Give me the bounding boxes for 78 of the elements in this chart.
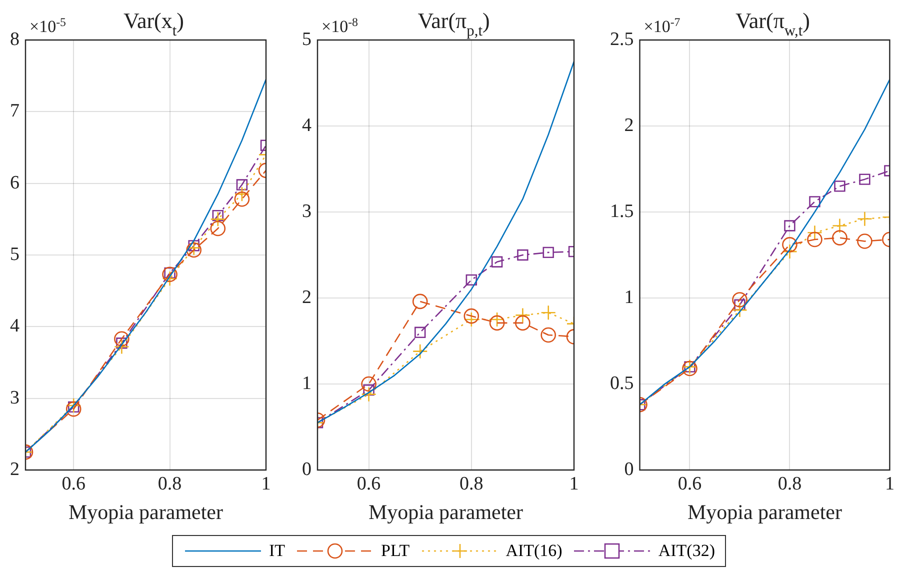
point [857,234,872,249]
point [732,302,748,318]
point [412,294,428,310]
point [784,220,796,232]
y-tick-label: 5 [10,244,20,265]
y-tick-label: 2.5 [610,28,634,50]
legend-label: AIT(32) [658,541,716,561]
point [782,244,798,260]
point [540,327,556,343]
point [114,339,130,354]
point [236,179,248,190]
point [489,312,505,328]
point [210,220,226,236]
y-tick-label: 4 [302,114,312,136]
x-axis-title: Myopia parameter [68,500,224,524]
x-tick-label: 0.6 [62,473,86,494]
point [832,230,848,246]
y-tick-label: 3 [302,200,312,222]
x-axis-title: Myopia parameter [687,500,842,524]
x-tick-label: 1 [569,473,579,494]
point [210,212,226,227]
point [489,315,505,331]
point [834,180,846,192]
x-tick-label: 1 [884,473,894,494]
y-tick-label: 8 [10,28,20,50]
point [414,326,426,338]
point [859,174,870,185]
point [515,308,530,323]
y-tick-label: 4 [10,316,20,337]
y-tick-label: 1.5 [610,200,634,222]
x-tick-label: 0.8 [778,473,802,494]
point [540,304,556,320]
point [66,401,82,417]
point [464,312,480,328]
point [491,256,503,268]
legend-label: PLT [381,541,410,561]
point [234,186,250,202]
point [162,266,178,282]
y-tick-label: 3 [10,387,20,408]
point [212,210,224,222]
point [66,398,82,414]
point [361,376,376,392]
y-tick-label: 1 [302,372,312,394]
x-tick-label: 0.6 [356,473,381,494]
y-tick-label: 6 [10,172,20,194]
point [542,246,554,258]
y-tick-label: 2 [302,286,312,308]
point [809,196,820,208]
y-tick-label: 5 [302,28,312,50]
x-tick-label: 0.8 [460,473,484,494]
point [466,274,477,286]
point [234,191,250,207]
x-tick-label: 0.6 [678,473,702,494]
y-tick-label: 7 [10,100,20,122]
point [114,331,130,346]
point [807,224,822,240]
point [162,271,178,286]
y-tick-label: 2 [624,114,634,136]
point [412,344,428,359]
point [807,232,822,248]
y-tick-label: 0 [302,458,312,480]
y-tick-label: 2 [10,458,20,480]
point [361,386,376,402]
y-tick-label: 0 [624,458,634,480]
point [464,308,480,324]
x-tick-label: 0.8 [158,473,182,494]
legend-label: AIT(16) [506,541,562,561]
x-tick-label: 1 [261,473,271,494]
y-tick-label: 0.5 [610,372,634,394]
legend-label: IT [268,541,286,561]
point [782,237,798,252]
point [832,218,848,234]
point [732,292,748,308]
point [517,249,528,261]
point [515,315,530,331]
point [857,211,872,227]
y-tick-label: 1 [624,286,634,308]
x-axis-title: Myopia parameter [368,500,524,524]
